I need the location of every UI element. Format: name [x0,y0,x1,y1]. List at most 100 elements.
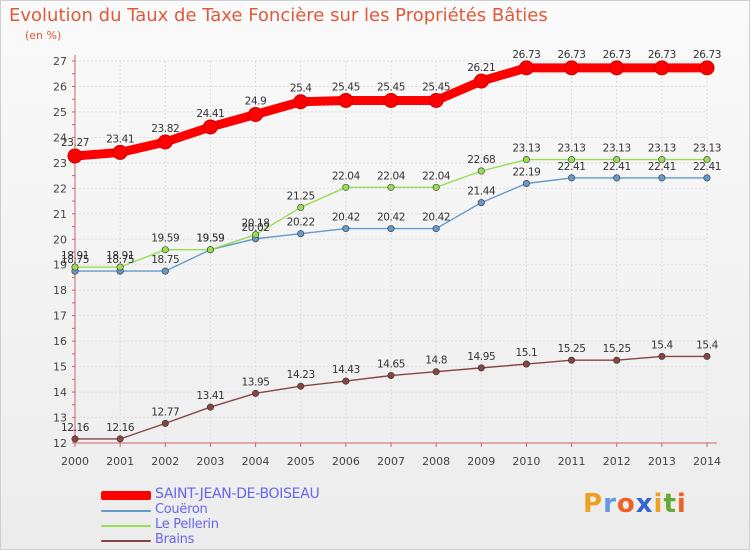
data-point [206,403,214,411]
data-label: 18.91 [61,250,89,262]
logo-letter: r [603,489,617,519]
data-label: 19.59 [196,233,224,245]
data-point [293,94,309,110]
data-label: 19.59 [151,233,179,245]
data-point [703,156,711,164]
data-point [613,156,621,164]
axes: 12 13 14 15 16 17 18 19 20 21 22 23 24 25 26 27 2000 2001… [53,55,721,468]
data-label: 23.13 [512,143,540,155]
data-label: 25.45 [377,81,405,93]
data-point [387,183,395,191]
data-label: 18.75 [151,254,179,266]
x-tick-label: 2010 [512,455,540,468]
grid [74,60,708,444]
data-label: 14.65 [377,359,405,371]
data-point [112,144,128,160]
data-point [252,389,260,397]
x-tick-label: 2006 [332,455,360,468]
data-point [157,134,173,150]
y-tick-label: 12 [53,437,67,450]
data-point [568,156,576,164]
data-point [67,148,83,164]
data-point [477,364,485,372]
chart-title: Evolution du Taux de Taxe Foncière sur l… [9,5,548,26]
data-point [703,174,711,182]
data-label: 21.44 [467,186,496,198]
data-point [252,231,260,239]
data-label: 13.41 [196,390,224,402]
data-labels: 12.16 12.16 12.77 13.41 13.95 14.23 14.43 14.65… [61,49,721,434]
data-point [658,174,666,182]
data-label: 24.9 [245,95,267,107]
data-label: 15.25 [558,343,586,355]
data-point [568,174,576,182]
data-label: 23.13 [693,143,721,155]
data-point [613,174,621,182]
data-label: 23.27 [61,137,89,149]
data-point [387,225,395,233]
data-label: 14.23 [287,369,315,381]
data-point [428,92,444,108]
data-point [522,360,530,368]
y-tick-label: 25 [53,106,67,119]
data-label: 26.73 [603,49,631,61]
proxiti-logo: Proxiti [583,489,687,519]
data-label: 22.04 [422,170,451,182]
legend-label-saint-jean: SAINT-JEAN-DE-BOISEAU [155,486,320,502]
data-label: 15.25 [603,343,631,355]
data-label: 18.75 [106,254,134,266]
data-point [161,246,169,254]
data-label: 14.43 [332,364,360,376]
data-point [613,356,621,364]
logo-letter: i [676,489,687,519]
data-label: 25.45 [332,81,360,93]
data-label: 14.95 [467,351,495,363]
logo-letter: t [663,489,677,519]
y-tick-label: 22 [53,182,67,195]
data-label: 23.82 [151,123,179,135]
data-point [116,263,124,271]
data-point [522,179,530,187]
data-label: 21.25 [287,190,315,202]
data-label: 19.59 [196,233,224,245]
y-tick-label: 17 [53,310,67,323]
x-tick-label: 2008 [422,455,450,468]
data-label: 22.68 [467,154,495,166]
data-label: 24.41 [196,108,224,120]
data-point [387,372,395,380]
y-tick-label: 18 [53,284,67,297]
x-tick-label: 2011 [558,455,586,468]
data-label: 23.13 [648,143,676,155]
data-label: 18.75 [61,254,89,266]
x-tick-label: 2013 [648,455,676,468]
x-tick-label: 2003 [196,455,224,468]
data-point [71,263,79,271]
x-tick-label: 2005 [287,455,315,468]
data-label: 26.73 [558,49,586,61]
legend-label-le-pellerin: Le Pellerin [155,517,219,532]
logo-letter: i [653,489,664,519]
logo-letter: o [616,489,636,519]
data-label: 22.41 [648,161,676,173]
x-tick-label: 2004 [242,455,270,468]
data-point [161,419,169,427]
data-point [699,60,715,76]
y-tick-label: 16 [53,335,67,348]
legend-label-brains: Brains [155,532,195,547]
y-tick-label: 14 [53,386,67,399]
data-label: 26.73 [648,49,676,61]
x-tick-label: 2007 [377,455,405,468]
data-point [477,199,485,207]
data-point [658,156,666,164]
data-point [116,435,124,443]
y-tick-label: 27 [53,55,67,68]
data-label: 12.16 [61,422,90,434]
y-tick-label: 26 [53,80,67,93]
data-point [609,60,625,76]
data-label: 20.42 [332,212,360,224]
y-tick-label: 24 [53,131,67,144]
data-point [71,435,79,443]
logo-letter: x [635,489,654,519]
data-label: 22.04 [377,170,406,182]
